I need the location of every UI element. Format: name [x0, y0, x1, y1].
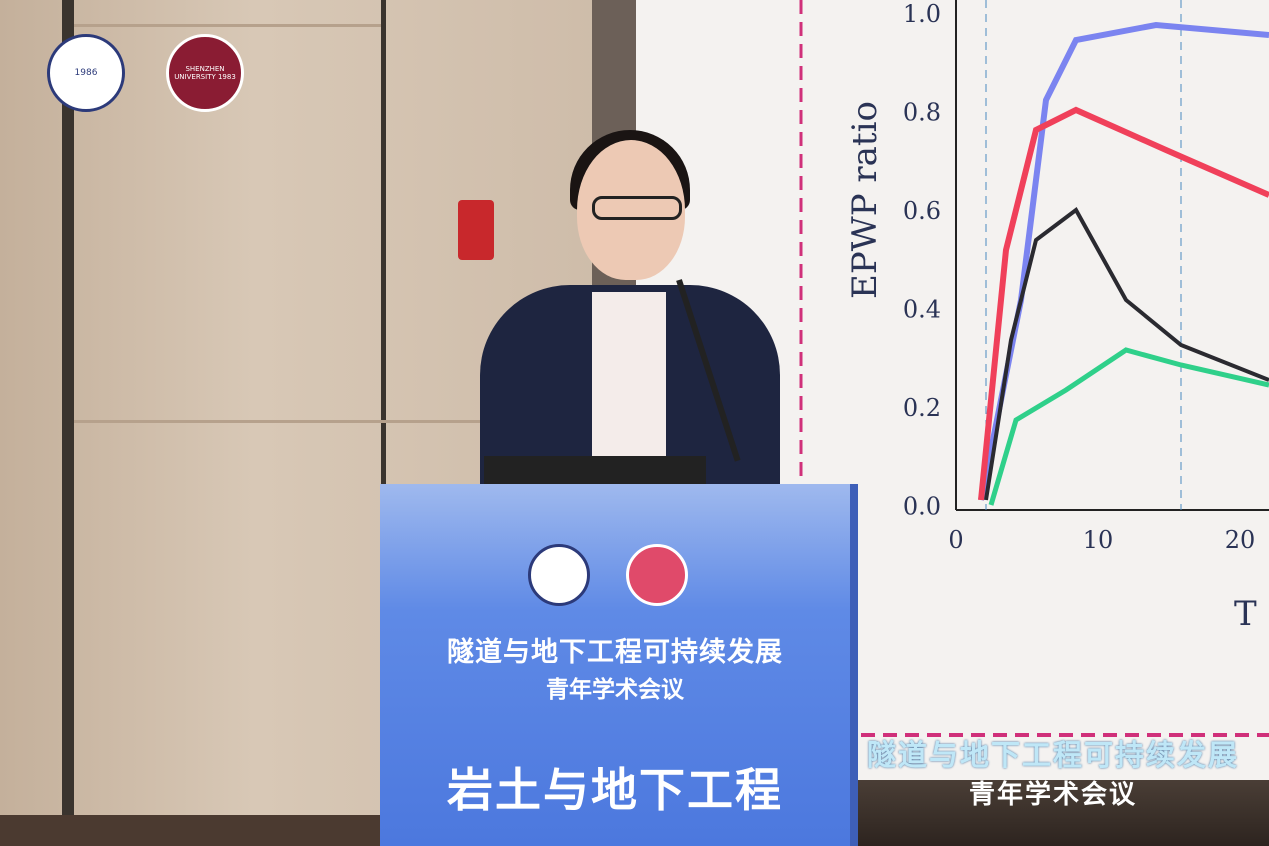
wall-seam — [74, 24, 381, 27]
wall-seam — [74, 420, 592, 423]
series-line-red — [978, 106, 1269, 501]
x-axis-label: T — [1234, 594, 1257, 634]
podium: 隧道与地下工程可持续发展 青年学术会议 岩土与地下工程 — [380, 484, 858, 846]
podium-conference-subtitle: 青年学术会议 — [546, 677, 684, 703]
slide-chart: 1.0 0.8 0.6 0.4 0.2 0.00 10 20 EPWP ratio T — [799, 0, 1269, 737]
y-tick-label: 0.4 — [903, 296, 941, 324]
wall-seam — [381, 0, 386, 484]
y-tick-label: 0.8 — [903, 99, 941, 127]
screen-caption-subtitle: 青年学术会议 — [968, 780, 1137, 810]
series-line-green — [988, 347, 1269, 506]
podium-session-title: 岩土与地下工程 — [447, 763, 783, 817]
speaker-shirt — [592, 292, 666, 462]
laptop — [484, 456, 706, 484]
podium-society-logo — [528, 544, 590, 606]
shenzhen-university-logo: SHENZHEN UNIVERSITY 1983 — [166, 34, 244, 112]
wall-seam — [62, 0, 74, 815]
y-tick-label: 0.0 — [903, 493, 941, 521]
y-axis-label: EPWP ratio — [845, 101, 885, 299]
y-tick-label: 1.0 — [903, 0, 941, 28]
podium-university-logo — [626, 544, 688, 606]
x-tick-label: 20 — [1225, 526, 1256, 554]
series-line-blue — [978, 21, 1269, 501]
podium-conference-title: 隧道与地下工程可持续发展 — [447, 637, 783, 668]
logo-year: 1986 — [74, 68, 98, 78]
x-tick-label: 0 — [948, 526, 963, 554]
screen-caption-title: 隧道与地下工程可持续发展 — [866, 738, 1239, 772]
fire-alarm — [458, 200, 494, 260]
logo-text: SHENZHEN UNIVERSITY 1983 — [174, 65, 236, 81]
society-logo: 1986 — [47, 34, 125, 112]
series-line-black — [984, 207, 1269, 501]
y-tick-label: 0.6 — [903, 197, 941, 225]
y-tick-label: 0.2 — [903, 394, 941, 422]
x-tick-label: 10 — [1083, 526, 1114, 554]
glasses — [592, 196, 682, 220]
